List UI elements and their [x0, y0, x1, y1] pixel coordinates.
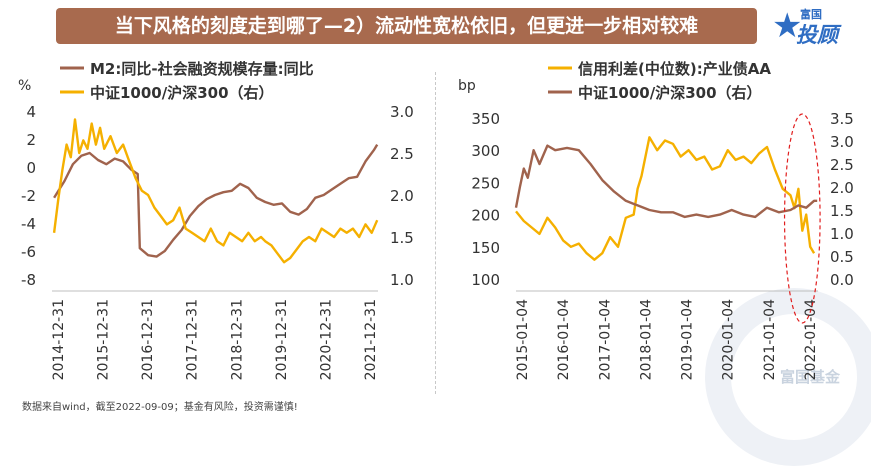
left-tick-label: -8	[21, 271, 36, 289]
data-source-note: 数据来自wind，截至2022-09-09；基金有风险，投资需谨慎!	[22, 402, 298, 413]
right-tick-label: 3.5	[830, 110, 854, 128]
right-tick-label: 1.5	[830, 202, 854, 220]
x-tick-label: 2016-12-31	[140, 299, 156, 380]
chart-divider	[435, 72, 436, 394]
highlight-ellipse	[783, 113, 821, 324]
x-tick-label: 2015-01-04	[515, 299, 531, 380]
left-axis-unit: bp	[458, 78, 476, 94]
left-tick-label: 300	[471, 142, 500, 160]
x-tick-label: 2016-01-04	[556, 299, 572, 380]
right-tick-label: 1.0	[830, 225, 854, 243]
x-tick-label: 2014-12-31	[51, 299, 67, 380]
legend-label-2: 中证1000/沪深300（右）	[90, 84, 274, 102]
left-axis-unit: %	[18, 78, 31, 94]
watermark-text: 富国基金	[780, 368, 841, 386]
left-tick-label: 0	[26, 159, 36, 177]
x-tick-label: 2021-12-31	[363, 299, 379, 380]
right-tick-label: 0.0	[830, 271, 854, 289]
brand-logo: ★ 富国 投顾	[772, 2, 868, 50]
page-title: 当下风格的刻度走到哪了—2）流动性宽松依旧，但更进一步相对较难	[56, 8, 757, 44]
left-tick-label: 200	[471, 207, 500, 225]
right-tick-label: 0.5	[830, 248, 854, 266]
left-tick-label: 100	[471, 271, 500, 289]
right-tick-label: 2.5	[830, 156, 854, 174]
left-tick-label: 250	[471, 174, 500, 192]
series-line-2	[514, 144, 818, 219]
x-tick-label: 2022-01-04	[803, 299, 819, 380]
x-tick-label: 2019-01-04	[680, 299, 696, 380]
left-tick-label: -2	[21, 187, 36, 205]
x-tick-label: 2020-01-04	[721, 299, 737, 380]
left-tick-label: -4	[21, 215, 36, 233]
chart-right: 信用利差(中位数):产业债AA 中证1000/沪深300（右） bp 100 150 20…	[458, 60, 854, 380]
right-tick-label: 3.0	[830, 133, 854, 151]
x-tick-label: 2017-01-04	[597, 299, 613, 380]
right-tick-label: 1.5	[390, 229, 414, 247]
x-tick-label: 2021-01-04	[762, 299, 778, 380]
x-tick-label: 2018-01-04	[638, 299, 654, 380]
left-tick-label: 150	[471, 239, 500, 257]
logo-bottom-text: 投顾	[796, 23, 838, 47]
left-tick-label: 2	[26, 131, 36, 149]
x-tick-label: 2015-12-31	[96, 299, 112, 380]
right-tick-label: 2.0	[390, 187, 414, 205]
x-tick-label: 2017-12-31	[185, 299, 201, 380]
legend-label-2: 中证1000/沪深300（右）	[578, 84, 762, 102]
x-tick-label: 2020-12-31	[318, 299, 334, 380]
x-tick-label: 2018-12-31	[229, 299, 245, 380]
series-line-1	[53, 143, 379, 258]
legend-label-1: M2:同比-社会融资规模存量:同比	[90, 60, 314, 78]
right-tick-label: 2.0	[830, 179, 854, 197]
legend-label-1: 信用利差(中位数):产业债AA	[578, 60, 771, 78]
right-tick-label: 3.0	[390, 103, 414, 121]
right-tick-label: 2.5	[390, 145, 414, 163]
x-tick-label: 2019-12-31	[274, 299, 290, 380]
left-tick-label: 4	[26, 103, 36, 121]
star-icon: ★	[772, 6, 803, 46]
right-tick-label: 1.0	[390, 271, 414, 289]
left-tick-label: 350	[471, 110, 500, 128]
logo-top-text: 富国	[800, 8, 822, 21]
series-line-1	[515, 136, 816, 261]
series-line-2	[52, 118, 379, 264]
left-tick-label: -6	[21, 243, 36, 261]
